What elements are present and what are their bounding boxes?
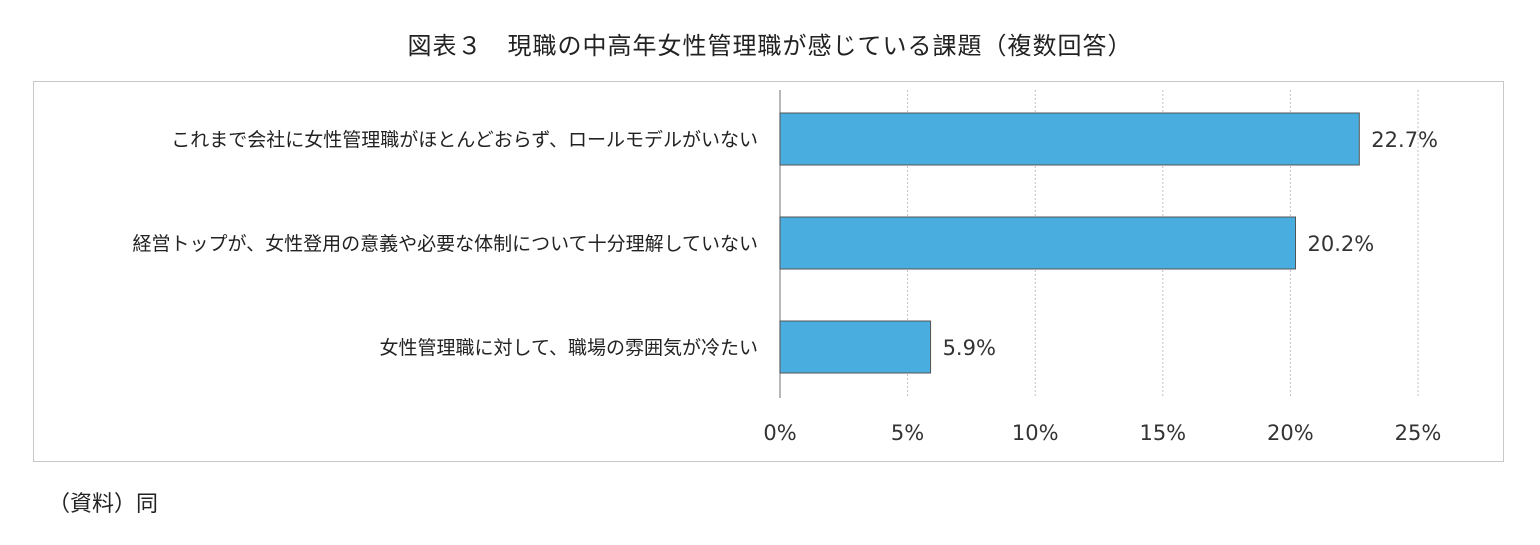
source-note: （資料）同 [48,486,158,518]
data-label: 22.7% [1371,128,1438,152]
x-tick-label: 10% [1012,421,1059,445]
category-label: 女性管理職に対して、職場の雰囲気が冷たい [380,337,758,359]
x-tick-label: 5% [891,421,924,445]
x-tick-label: 20% [1267,421,1314,445]
category-label: これまで会社に女性管理職がほとんどおらず、ロールモデルがいない [171,129,758,151]
x-tick-label: 25% [1395,421,1442,445]
bar [780,321,931,373]
bar [780,217,1296,269]
data-label: 20.2% [1308,232,1375,256]
data-label: 5.9% [943,336,996,360]
category-label: 経営トップが、女性登用の意義や必要な体制について十分理解していない [133,233,758,255]
x-tick-label: 0% [763,421,796,445]
x-tick-label: 15% [1139,421,1186,445]
bar [780,113,1359,165]
